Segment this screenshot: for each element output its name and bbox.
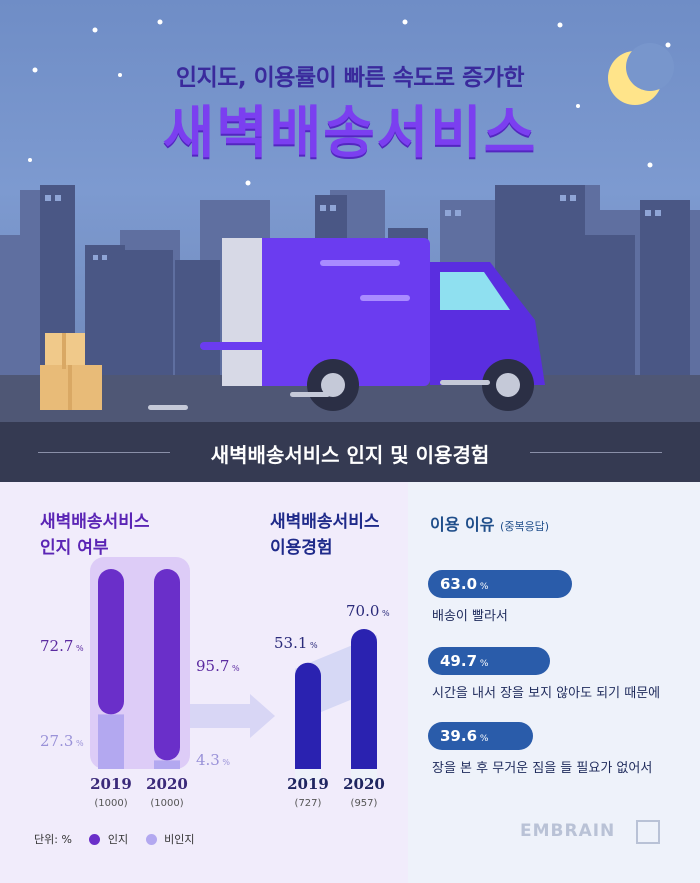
stars: [28, 19, 671, 186]
usage-title-line1: 새벽배송서비스: [270, 512, 380, 532]
section-header: 새벽배송서비스 인지 및 이용경험: [0, 422, 700, 482]
city-night-scene: [0, 19, 700, 422]
data-label-usage-2020: 70.0 %: [346, 602, 390, 620]
reason-label: 장을 본 후 무거운 짐을 들 필요가 없어서: [432, 761, 653, 776]
reason-value-pill: 63.0 %: [428, 570, 572, 598]
divider: [38, 452, 170, 453]
x-tick-label: 2020: [343, 775, 385, 793]
hero-illustration: 인지도, 이용률이 빠른 속도로 증가한 새벽배송서비스: [0, 0, 700, 422]
data-label-aware-2019: 72.7 %: [40, 637, 84, 655]
data-label-usage-2019: 53.1 %: [274, 634, 318, 652]
hero-title: 새벽배송서비스: [162, 101, 538, 166]
hero-subtitle: 인지도, 이용률이 빠른 속도로 증가한: [175, 65, 525, 91]
sample-size-label: (1000): [150, 798, 183, 809]
legend-unaware-label: 비인지: [164, 833, 195, 846]
legend-aware-swatch: [89, 833, 101, 845]
sample-size-label: (727): [295, 798, 322, 809]
usage-bar: [351, 629, 377, 782]
reasons-title: 이용 이유 (중복응답): [430, 511, 549, 535]
awareness-title-line2: 인지 여부: [40, 538, 109, 558]
reason-value-pill: 49.7 %: [428, 647, 551, 675]
x-tick-label: 2020: [146, 775, 188, 793]
legend-aware-label: 인지: [107, 833, 129, 846]
sample-size-label: (957): [351, 798, 378, 809]
reason-value-pill: 39.6 %: [428, 722, 534, 750]
awareness-title-line1: 새벽배송서비스: [40, 512, 150, 532]
usage-bar: [295, 662, 321, 782]
legend-unit: 단위: %: [34, 833, 72, 846]
section-title: 새벽배송서비스 인지 및 이용경험: [210, 443, 490, 467]
data-label-aware-2020: 95.7 %: [196, 657, 240, 675]
usage-title-line2: 이용경험: [270, 538, 333, 558]
reason-label: 배송이 빨라서: [432, 609, 508, 624]
legend-unaware-swatch: [145, 833, 157, 845]
unaware-bar: [154, 760, 180, 769]
awareness-title: 새벽배송서비스 인지 여부: [40, 509, 149, 561]
parcel-boxes: [40, 333, 102, 410]
usage-bar-base-mask: [295, 769, 321, 783]
transition-arrow: [190, 694, 275, 738]
reasons-panel: [408, 482, 700, 883]
awareness-usage-charts: 2019 (1000) 2020 (1000) 72.7 % 27.3 % 95.7 % 4.…: [40, 557, 390, 809]
reasons-title-text: 이용 이유: [430, 515, 495, 534]
aware-bar: [98, 569, 124, 715]
reasons-title-note: (중복응답): [500, 520, 550, 533]
data-label-unaware-2020: 4.3 %: [196, 751, 230, 769]
x-tick-label: 2019: [90, 775, 132, 793]
data-label-unaware-2019: 27.3 %: [40, 732, 84, 750]
usage-bar-base-mask: [351, 769, 377, 783]
usage-title: 새벽배송서비스 이용경험: [270, 509, 379, 561]
reason-label: 시간을 내서 장을 보지 않아도 되기 때문에: [432, 686, 661, 701]
embrain-logo: EMBRAIN: [520, 821, 616, 841]
sample-size-label: (1000): [94, 798, 127, 809]
divider: [530, 452, 662, 453]
building-windows: [45, 195, 661, 260]
x-tick-label: 2019: [287, 775, 329, 793]
embrain-logo-mark-icon: [636, 820, 660, 844]
delivery-truck-icon: [200, 238, 545, 411]
aware-bar: [154, 569, 180, 761]
unaware-bar: [98, 714, 124, 769]
legend: 단위: % 인지 비인지: [34, 831, 195, 847]
